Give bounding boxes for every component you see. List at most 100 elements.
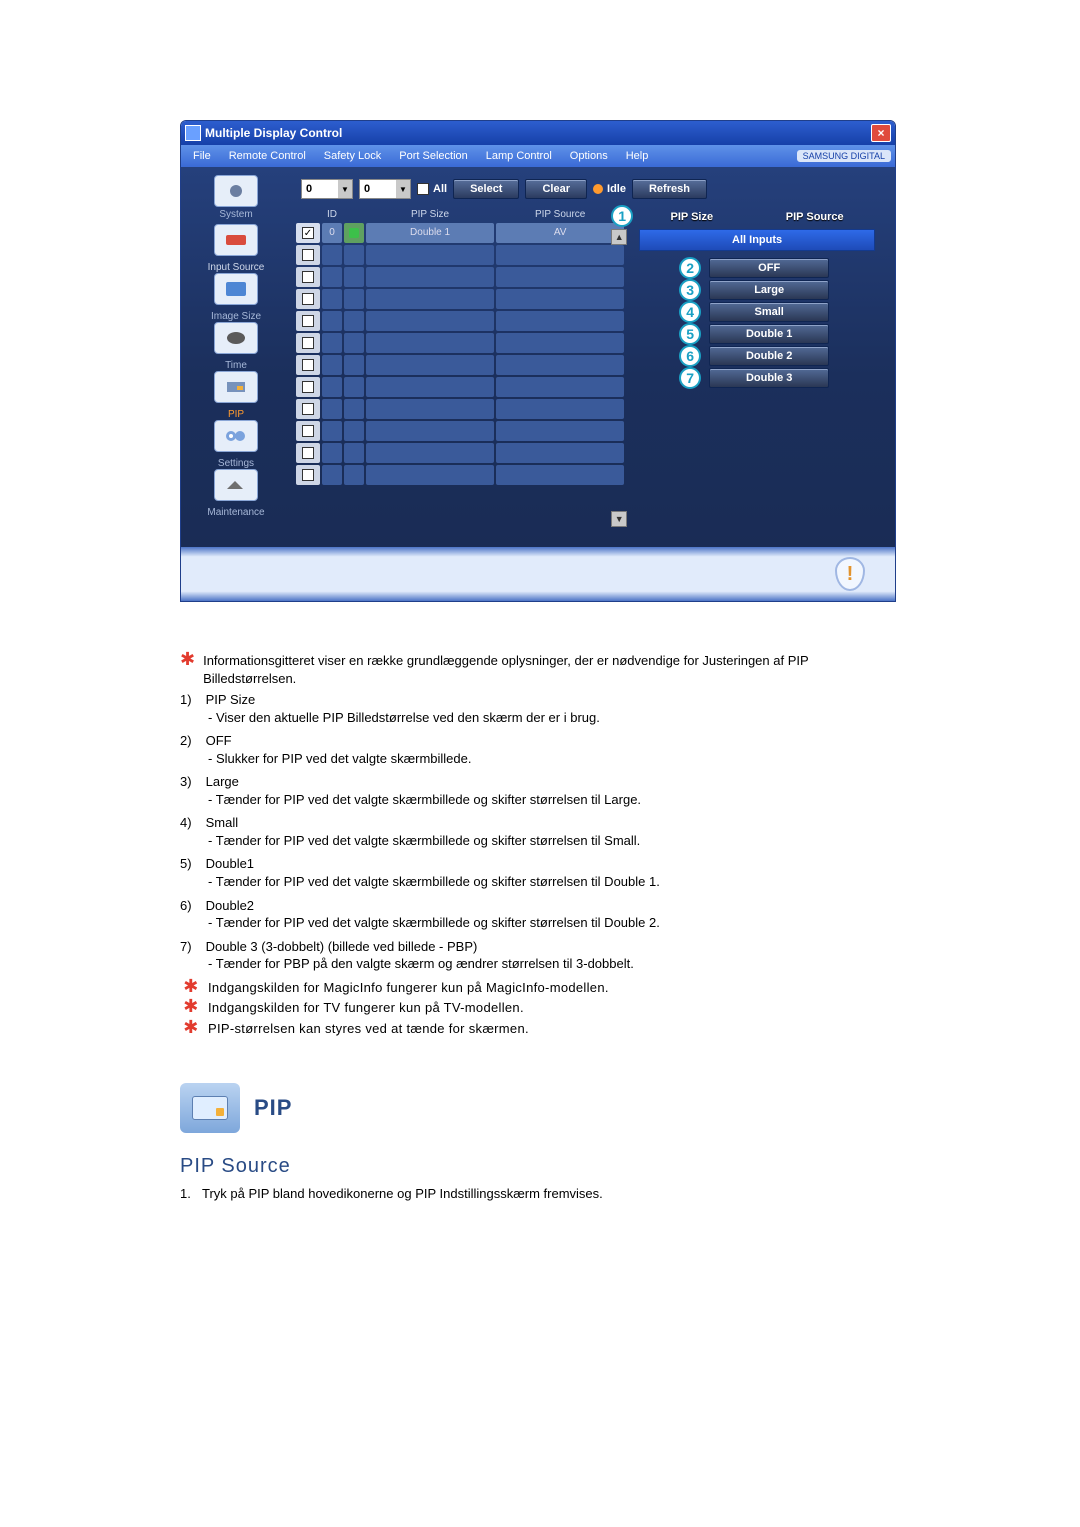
refresh-button[interactable]: Refresh — [632, 179, 707, 199]
rp-pip-size-header: PIP Size — [671, 211, 714, 223]
sidebar-item-remote[interactable] — [191, 224, 281, 258]
sidebar-item-settings[interactable]: Settings — [191, 458, 281, 503]
sidebar-item-maintenance[interactable]: Maintenance — [191, 507, 281, 518]
callout-number: 3 — [679, 279, 701, 301]
table-row[interactable] — [295, 288, 625, 310]
menu-options[interactable]: Options — [562, 147, 616, 165]
option-button[interactable]: Small — [709, 302, 829, 322]
row-checkbox[interactable] — [296, 333, 320, 353]
sidebar-item-label: Input Source — [191, 262, 281, 273]
sidebar-item-pip[interactable]: PIP — [191, 409, 281, 454]
all-checkbox[interactable]: All — [417, 183, 447, 195]
spin-to[interactable]: 0 ▼ — [359, 179, 411, 199]
content-area: 0 ▼ 0 ▼ All Select Clear Idl — [291, 167, 895, 547]
table-row[interactable] — [295, 376, 625, 398]
table-row[interactable] — [295, 442, 625, 464]
row-pip-source — [496, 311, 624, 331]
menu-help[interactable]: Help — [618, 147, 657, 165]
table-row[interactable] — [295, 354, 625, 376]
row-checkbox[interactable] — [296, 267, 320, 287]
table-row[interactable] — [295, 332, 625, 354]
row-pip-size — [366, 245, 494, 265]
sidebar-item-system[interactable]: System — [191, 175, 281, 220]
item-head: 4) Small — [180, 814, 900, 832]
row-checkbox[interactable] — [296, 311, 320, 331]
row-checkbox[interactable] — [296, 421, 320, 441]
input-source-icon — [214, 273, 258, 305]
row-checkbox[interactable] — [296, 245, 320, 265]
sidebar-item-label: Settings — [191, 458, 281, 469]
sidebar-item-image-size[interactable]: Image Size — [191, 311, 281, 356]
menu-lamp-control[interactable]: Lamp Control — [478, 147, 560, 165]
row-checkbox[interactable] — [296, 399, 320, 419]
menu-port-selection[interactable]: Port Selection — [391, 147, 475, 165]
row-pip-size — [366, 421, 494, 441]
item-title: Large — [202, 774, 239, 789]
settings-icon — [214, 469, 258, 501]
close-button[interactable]: × — [871, 124, 891, 142]
clear-button[interactable]: Clear — [525, 179, 587, 199]
checkbox-icon — [417, 183, 429, 195]
spin-arrow-icon[interactable]: ▼ — [396, 180, 410, 198]
row-checkbox[interactable]: ✓ — [296, 223, 320, 243]
option-button[interactable]: Double 2 — [709, 346, 829, 366]
table-row[interactable] — [295, 310, 625, 332]
row-pip-size — [366, 399, 494, 419]
doc-intro: ✱ Informationsgitteret viser en række gr… — [180, 652, 900, 687]
option-button[interactable]: Double 3 — [709, 368, 829, 388]
sidebar-item-time[interactable]: Time — [191, 360, 281, 405]
note-text: PIP-størrelsen kan styres ved at tænde f… — [208, 1020, 529, 1038]
star-icon: ✱ — [180, 650, 195, 668]
row-checkbox[interactable] — [296, 443, 320, 463]
row-status — [344, 399, 364, 419]
spin-arrow-icon[interactable]: ▼ — [338, 180, 352, 198]
row-id — [322, 465, 342, 485]
rp-option-list: 2OFF3Large4Small5Double 16Double 27Doubl… — [639, 257, 875, 389]
item-sub: - Tænder for PIP ved det valgte skærmbil… — [180, 873, 900, 891]
image-size-icon — [214, 322, 258, 354]
list-item: 1. Tryk på PIP bland hovedikonerne og PI… — [180, 1186, 900, 1201]
row-checkbox[interactable] — [296, 355, 320, 375]
item-title: Double1 — [202, 856, 254, 871]
item-head: 7) Double 3 (3-dobbelt) (billede ved bil… — [180, 938, 900, 956]
step-text: Tryk på PIP bland hovedikonerne og PIP I… — [202, 1186, 603, 1201]
row-status — [344, 355, 364, 375]
titlebar: Multiple Display Control × — [181, 121, 895, 145]
table-row[interactable]: ✓0Double 1AV — [295, 222, 625, 244]
row-pip-source: AV — [496, 223, 624, 243]
table-row[interactable] — [295, 464, 625, 486]
item-sub: - Tænder for PIP ved det valgte skærmbil… — [180, 832, 900, 850]
option-button[interactable]: OFF — [709, 258, 829, 278]
row-checkbox[interactable] — [296, 465, 320, 485]
sidebar-item-input-source[interactable]: Input Source — [191, 262, 281, 307]
window-title: Multiple Display Control — [205, 126, 871, 140]
callout-number: 5 — [679, 323, 701, 345]
row-status — [344, 289, 364, 309]
status-dot-icon — [349, 228, 359, 238]
intro-text: Informationsgitteret viser en række grun… — [203, 652, 900, 687]
row-id — [322, 289, 342, 309]
table-row[interactable] — [295, 420, 625, 442]
menu-remote-control[interactable]: Remote Control — [221, 147, 314, 165]
note-row: ✱Indgangskilden for TV fungerer kun på T… — [180, 999, 900, 1017]
scroll-up-button[interactable]: ▲ — [611, 229, 627, 245]
menu-file[interactable]: File — [185, 147, 219, 165]
note-text: Indgangskilden for TV fungerer kun på TV… — [208, 999, 524, 1017]
table-row[interactable] — [295, 398, 625, 420]
menu-safety-lock[interactable]: Safety Lock — [316, 147, 389, 165]
item-title: PIP Size — [202, 692, 255, 707]
brand-label: SAMSUNG DIGITAL — [797, 150, 891, 162]
option-button[interactable]: Double 1 — [709, 324, 829, 344]
scroll-down-button[interactable]: ▼ — [611, 511, 627, 527]
select-button[interactable]: Select — [453, 179, 519, 199]
spin-from[interactable]: 0 ▼ — [301, 179, 353, 199]
row-pip-size — [366, 377, 494, 397]
table-row[interactable] — [295, 244, 625, 266]
option-row: 6Double 2 — [639, 345, 875, 367]
row-checkbox[interactable] — [296, 289, 320, 309]
row-checkbox[interactable] — [296, 377, 320, 397]
row-id: 0 — [322, 223, 342, 243]
option-button[interactable]: Large — [709, 280, 829, 300]
table-row[interactable] — [295, 266, 625, 288]
callout-number: 2 — [679, 257, 701, 279]
